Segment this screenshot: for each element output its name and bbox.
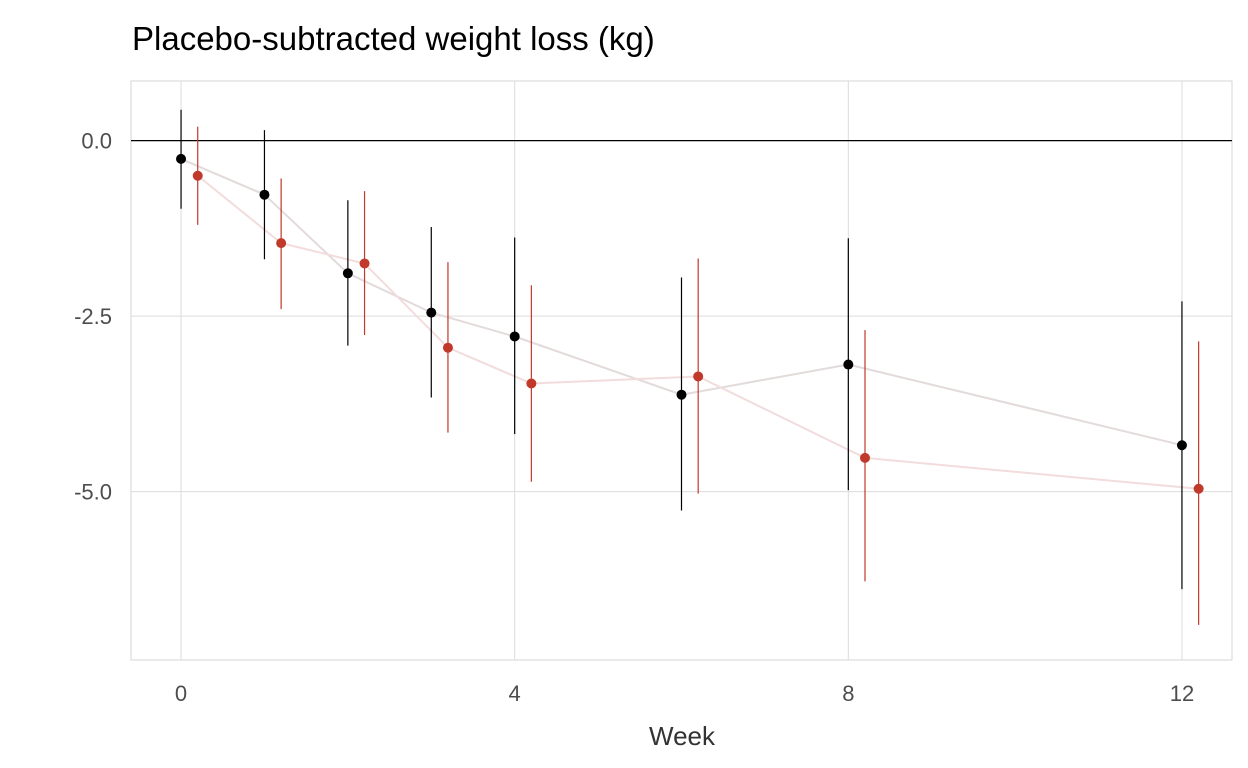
error-bars (180, 109, 1200, 625)
series-2-line (197, 174, 1199, 490)
y-tick-label: 0.0 (81, 129, 112, 154)
axes: 0 4 8 12 0.0 -2.5 -5.0 (74, 129, 1194, 706)
data-points (176, 153, 1204, 494)
series-2-point (693, 371, 704, 382)
x-tick-label: 4 (509, 681, 521, 706)
series-2-point (359, 258, 370, 269)
series-2-point (192, 170, 203, 181)
series-2-point (276, 238, 287, 249)
chart-title: Placebo-subtracted weight loss (kg) (132, 20, 655, 57)
series-1-point (676, 389, 687, 400)
series-1-point (176, 153, 187, 164)
x-tick-label: 8 (842, 681, 854, 706)
x-tick-label: 12 (1170, 681, 1194, 706)
y-tick-label: -2.5 (74, 304, 112, 329)
series-1-point (1176, 440, 1187, 451)
series-1-point (259, 189, 270, 200)
series-2-point (442, 342, 453, 353)
series-2-point (526, 378, 537, 389)
series-1-line (180, 157, 1183, 447)
series-2-point (860, 452, 870, 463)
series-1-point (342, 268, 353, 279)
plot-panel-border (130, 80, 1233, 661)
y-tick-label: -5.0 (74, 480, 112, 505)
series-2-point (1193, 483, 1204, 494)
series-1-point (843, 359, 854, 370)
series-1-point (509, 331, 520, 342)
series-connecting-lines (180, 157, 1199, 490)
x-tick-label: 0 (175, 681, 187, 706)
x-axis-title: Week (649, 721, 716, 751)
series-1-point (426, 307, 437, 318)
